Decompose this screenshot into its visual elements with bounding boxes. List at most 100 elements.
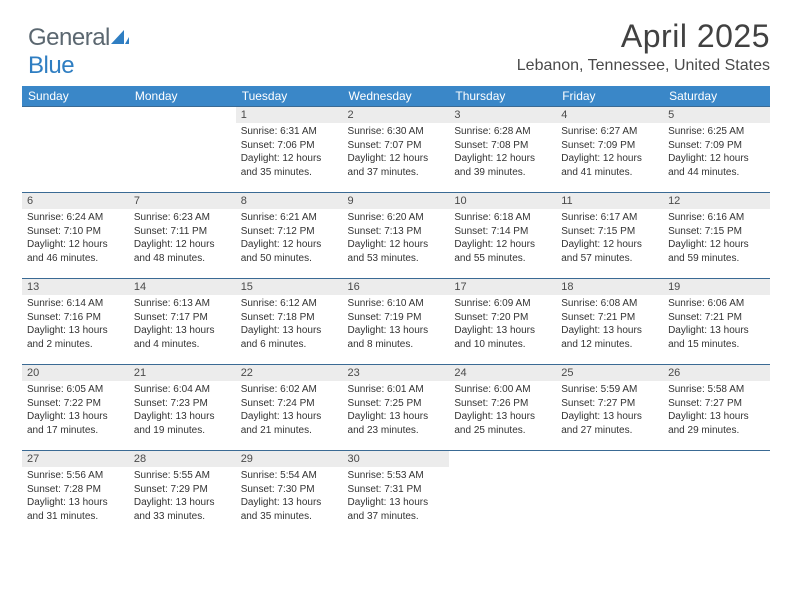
calendar-day-cell: 12Sunrise: 6:16 AMSunset: 7:15 PMDayligh… — [663, 192, 770, 278]
day-details: Sunrise: 6:20 AMSunset: 7:13 PMDaylight:… — [343, 209, 450, 267]
calendar-day-cell — [663, 450, 770, 536]
daynum: 10 — [449, 192, 556, 209]
day-details: Sunrise: 6:01 AMSunset: 7:25 PMDaylight:… — [343, 381, 450, 439]
sunset-text: Sunset: 7:11 PM — [134, 225, 231, 239]
day-details: Sunrise: 5:53 AMSunset: 7:31 PMDaylight:… — [343, 467, 450, 525]
daylight-text: Daylight: 13 hours and 15 minutes. — [668, 324, 765, 351]
daynum-empty — [22, 106, 129, 123]
sunrise-text: Sunrise: 6:13 AM — [134, 297, 231, 311]
daylight-text: Daylight: 13 hours and 27 minutes. — [561, 410, 658, 437]
daynum: 12 — [663, 192, 770, 209]
day-details: Sunrise: 6:06 AMSunset: 7:21 PMDaylight:… — [663, 295, 770, 353]
daynum: 11 — [556, 192, 663, 209]
sunrise-text: Sunrise: 6:17 AM — [561, 211, 658, 225]
calendar-day-cell: 3Sunrise: 6:28 AMSunset: 7:08 PMDaylight… — [449, 106, 556, 192]
sunrise-text: Sunrise: 6:04 AM — [134, 383, 231, 397]
daylight-text: Daylight: 13 hours and 17 minutes. — [27, 410, 124, 437]
sunrise-text: Sunrise: 6:02 AM — [241, 383, 338, 397]
day-details: Sunrise: 6:04 AMSunset: 7:23 PMDaylight:… — [129, 381, 236, 439]
day-details: Sunrise: 6:05 AMSunset: 7:22 PMDaylight:… — [22, 381, 129, 439]
dayname-header: Friday — [556, 86, 663, 106]
sunset-text: Sunset: 7:08 PM — [454, 139, 551, 153]
sunset-text: Sunset: 7:16 PM — [27, 311, 124, 325]
sunrise-text: Sunrise: 6:09 AM — [454, 297, 551, 311]
page-title: April 2025 — [517, 18, 770, 55]
calendar-day-cell: 29Sunrise: 5:54 AMSunset: 7:30 PMDayligh… — [236, 450, 343, 536]
calendar-week-row: 6Sunrise: 6:24 AMSunset: 7:10 PMDaylight… — [22, 192, 770, 278]
daylight-text: Daylight: 13 hours and 10 minutes. — [454, 324, 551, 351]
daylight-text: Daylight: 13 hours and 25 minutes. — [454, 410, 551, 437]
sunrise-text: Sunrise: 6:01 AM — [348, 383, 445, 397]
calendar-body: 1Sunrise: 6:31 AMSunset: 7:06 PMDaylight… — [22, 106, 770, 536]
sunset-text: Sunset: 7:20 PM — [454, 311, 551, 325]
calendar-day-cell: 9Sunrise: 6:20 AMSunset: 7:13 PMDaylight… — [343, 192, 450, 278]
sunset-text: Sunset: 7:27 PM — [668, 397, 765, 411]
calendar-day-cell: 24Sunrise: 6:00 AMSunset: 7:26 PMDayligh… — [449, 364, 556, 450]
sunset-text: Sunset: 7:21 PM — [561, 311, 658, 325]
day-details: Sunrise: 6:14 AMSunset: 7:16 PMDaylight:… — [22, 295, 129, 353]
location-text: Lebanon, Tennessee, United States — [517, 57, 770, 75]
sunset-text: Sunset: 7:23 PM — [134, 397, 231, 411]
sunset-text: Sunset: 7:09 PM — [668, 139, 765, 153]
day-details: Sunrise: 6:31 AMSunset: 7:06 PMDaylight:… — [236, 123, 343, 181]
day-details: Sunrise: 6:10 AMSunset: 7:19 PMDaylight:… — [343, 295, 450, 353]
daynum: 18 — [556, 278, 663, 295]
daynum: 20 — [22, 364, 129, 381]
calendar-week-row: 13Sunrise: 6:14 AMSunset: 7:16 PMDayligh… — [22, 278, 770, 364]
daynum: 28 — [129, 450, 236, 467]
calendar-day-cell: 26Sunrise: 5:58 AMSunset: 7:27 PMDayligh… — [663, 364, 770, 450]
brand-logo: General Blue — [28, 24, 130, 80]
day-details: Sunrise: 6:21 AMSunset: 7:12 PMDaylight:… — [236, 209, 343, 267]
sunrise-text: Sunrise: 6:31 AM — [241, 125, 338, 139]
calendar-day-cell: 19Sunrise: 6:06 AMSunset: 7:21 PMDayligh… — [663, 278, 770, 364]
sunrise-text: Sunrise: 5:55 AM — [134, 469, 231, 483]
calendar-day-cell: 2Sunrise: 6:30 AMSunset: 7:07 PMDaylight… — [343, 106, 450, 192]
sunrise-text: Sunrise: 6:20 AM — [348, 211, 445, 225]
day-details: Sunrise: 6:24 AMSunset: 7:10 PMDaylight:… — [22, 209, 129, 267]
day-details: Sunrise: 6:16 AMSunset: 7:15 PMDaylight:… — [663, 209, 770, 267]
daylight-text: Daylight: 13 hours and 31 minutes. — [27, 496, 124, 523]
calendar-day-cell: 28Sunrise: 5:55 AMSunset: 7:29 PMDayligh… — [129, 450, 236, 536]
daylight-text: Daylight: 12 hours and 35 minutes. — [241, 152, 338, 179]
daylight-text: Daylight: 13 hours and 8 minutes. — [348, 324, 445, 351]
sunset-text: Sunset: 7:29 PM — [134, 483, 231, 497]
daylight-text: Daylight: 13 hours and 29 minutes. — [668, 410, 765, 437]
calendar-day-cell: 11Sunrise: 6:17 AMSunset: 7:15 PMDayligh… — [556, 192, 663, 278]
calendar-day-cell: 6Sunrise: 6:24 AMSunset: 7:10 PMDaylight… — [22, 192, 129, 278]
sunrise-text: Sunrise: 6:18 AM — [454, 211, 551, 225]
daynum: 1 — [236, 106, 343, 123]
daylight-text: Daylight: 13 hours and 19 minutes. — [134, 410, 231, 437]
daylight-text: Daylight: 12 hours and 37 minutes. — [348, 152, 445, 179]
daynum: 29 — [236, 450, 343, 467]
sunset-text: Sunset: 7:21 PM — [668, 311, 765, 325]
sunset-text: Sunset: 7:10 PM — [27, 225, 124, 239]
calendar-day-cell: 17Sunrise: 6:09 AMSunset: 7:20 PMDayligh… — [449, 278, 556, 364]
sunset-text: Sunset: 7:18 PM — [241, 311, 338, 325]
daynum-empty — [129, 106, 236, 123]
daylight-text: Daylight: 12 hours and 50 minutes. — [241, 238, 338, 265]
sunrise-text: Sunrise: 6:27 AM — [561, 125, 658, 139]
daylight-text: Daylight: 13 hours and 23 minutes. — [348, 410, 445, 437]
daylight-text: Daylight: 13 hours and 4 minutes. — [134, 324, 231, 351]
daynum: 19 — [663, 278, 770, 295]
day-details: Sunrise: 5:59 AMSunset: 7:27 PMDaylight:… — [556, 381, 663, 439]
sunrise-text: Sunrise: 6:23 AM — [134, 211, 231, 225]
dayname-header: Monday — [129, 86, 236, 106]
sunrise-text: Sunrise: 6:30 AM — [348, 125, 445, 139]
daynum: 22 — [236, 364, 343, 381]
dayname-row: SundayMondayTuesdayWednesdayThursdayFrid… — [22, 86, 770, 106]
sunrise-text: Sunrise: 6:14 AM — [27, 297, 124, 311]
day-details: Sunrise: 6:23 AMSunset: 7:11 PMDaylight:… — [129, 209, 236, 267]
daylight-text: Daylight: 13 hours and 37 minutes. — [348, 496, 445, 523]
sunrise-text: Sunrise: 6:00 AM — [454, 383, 551, 397]
daynum: 30 — [343, 450, 450, 467]
day-details: Sunrise: 6:18 AMSunset: 7:14 PMDaylight:… — [449, 209, 556, 267]
day-details: Sunrise: 6:27 AMSunset: 7:09 PMDaylight:… — [556, 123, 663, 181]
calendar-day-cell: 1Sunrise: 6:31 AMSunset: 7:06 PMDaylight… — [236, 106, 343, 192]
daynum: 5 — [663, 106, 770, 123]
dayname-header: Wednesday — [343, 86, 450, 106]
sunset-text: Sunset: 7:17 PM — [134, 311, 231, 325]
daynum: 9 — [343, 192, 450, 209]
daynum: 25 — [556, 364, 663, 381]
sunset-text: Sunset: 7:28 PM — [27, 483, 124, 497]
